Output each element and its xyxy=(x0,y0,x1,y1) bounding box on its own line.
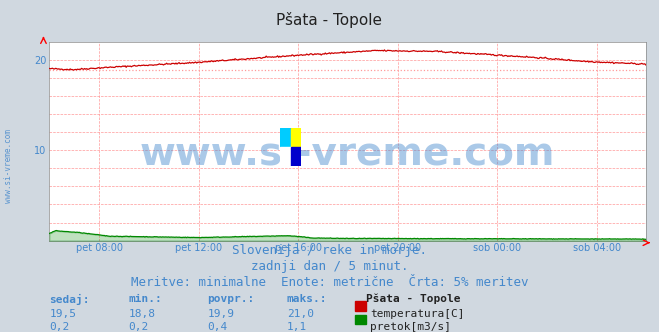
Bar xyxy=(291,147,301,166)
Text: maks.:: maks.: xyxy=(287,294,327,304)
Bar xyxy=(280,128,291,147)
Text: www.si-vreme.com: www.si-vreme.com xyxy=(140,134,556,172)
Text: Pšata - Topole: Pšata - Topole xyxy=(277,12,382,28)
Bar xyxy=(355,301,366,311)
Text: Slovenija / reke in morje.: Slovenija / reke in morje. xyxy=(232,244,427,257)
Text: povpr.:: povpr.: xyxy=(208,294,255,304)
Text: pretok[m3/s]: pretok[m3/s] xyxy=(370,322,451,332)
Text: www.si-vreme.com: www.si-vreme.com xyxy=(4,129,13,203)
Text: Meritve: minimalne  Enote: metrične  Črta: 5% meritev: Meritve: minimalne Enote: metrične Črta:… xyxy=(130,276,529,289)
Text: 0,2: 0,2 xyxy=(49,322,70,332)
Text: min.:: min.: xyxy=(129,294,162,304)
Text: zadnji dan / 5 minut.: zadnji dan / 5 minut. xyxy=(251,260,408,273)
Text: 18,8: 18,8 xyxy=(129,309,156,319)
Text: 0,2: 0,2 xyxy=(129,322,149,332)
Bar xyxy=(291,128,301,147)
Text: temperatura[C]: temperatura[C] xyxy=(370,309,465,319)
Bar xyxy=(355,315,366,324)
Text: 19,5: 19,5 xyxy=(49,309,76,319)
Text: 19,9: 19,9 xyxy=(208,309,235,319)
Text: Pšata - Topole: Pšata - Topole xyxy=(366,294,460,304)
Bar xyxy=(280,147,291,166)
Text: 0,4: 0,4 xyxy=(208,322,228,332)
Text: sedaj:: sedaj: xyxy=(49,294,90,305)
Text: 21,0: 21,0 xyxy=(287,309,314,319)
Text: 1,1: 1,1 xyxy=(287,322,307,332)
